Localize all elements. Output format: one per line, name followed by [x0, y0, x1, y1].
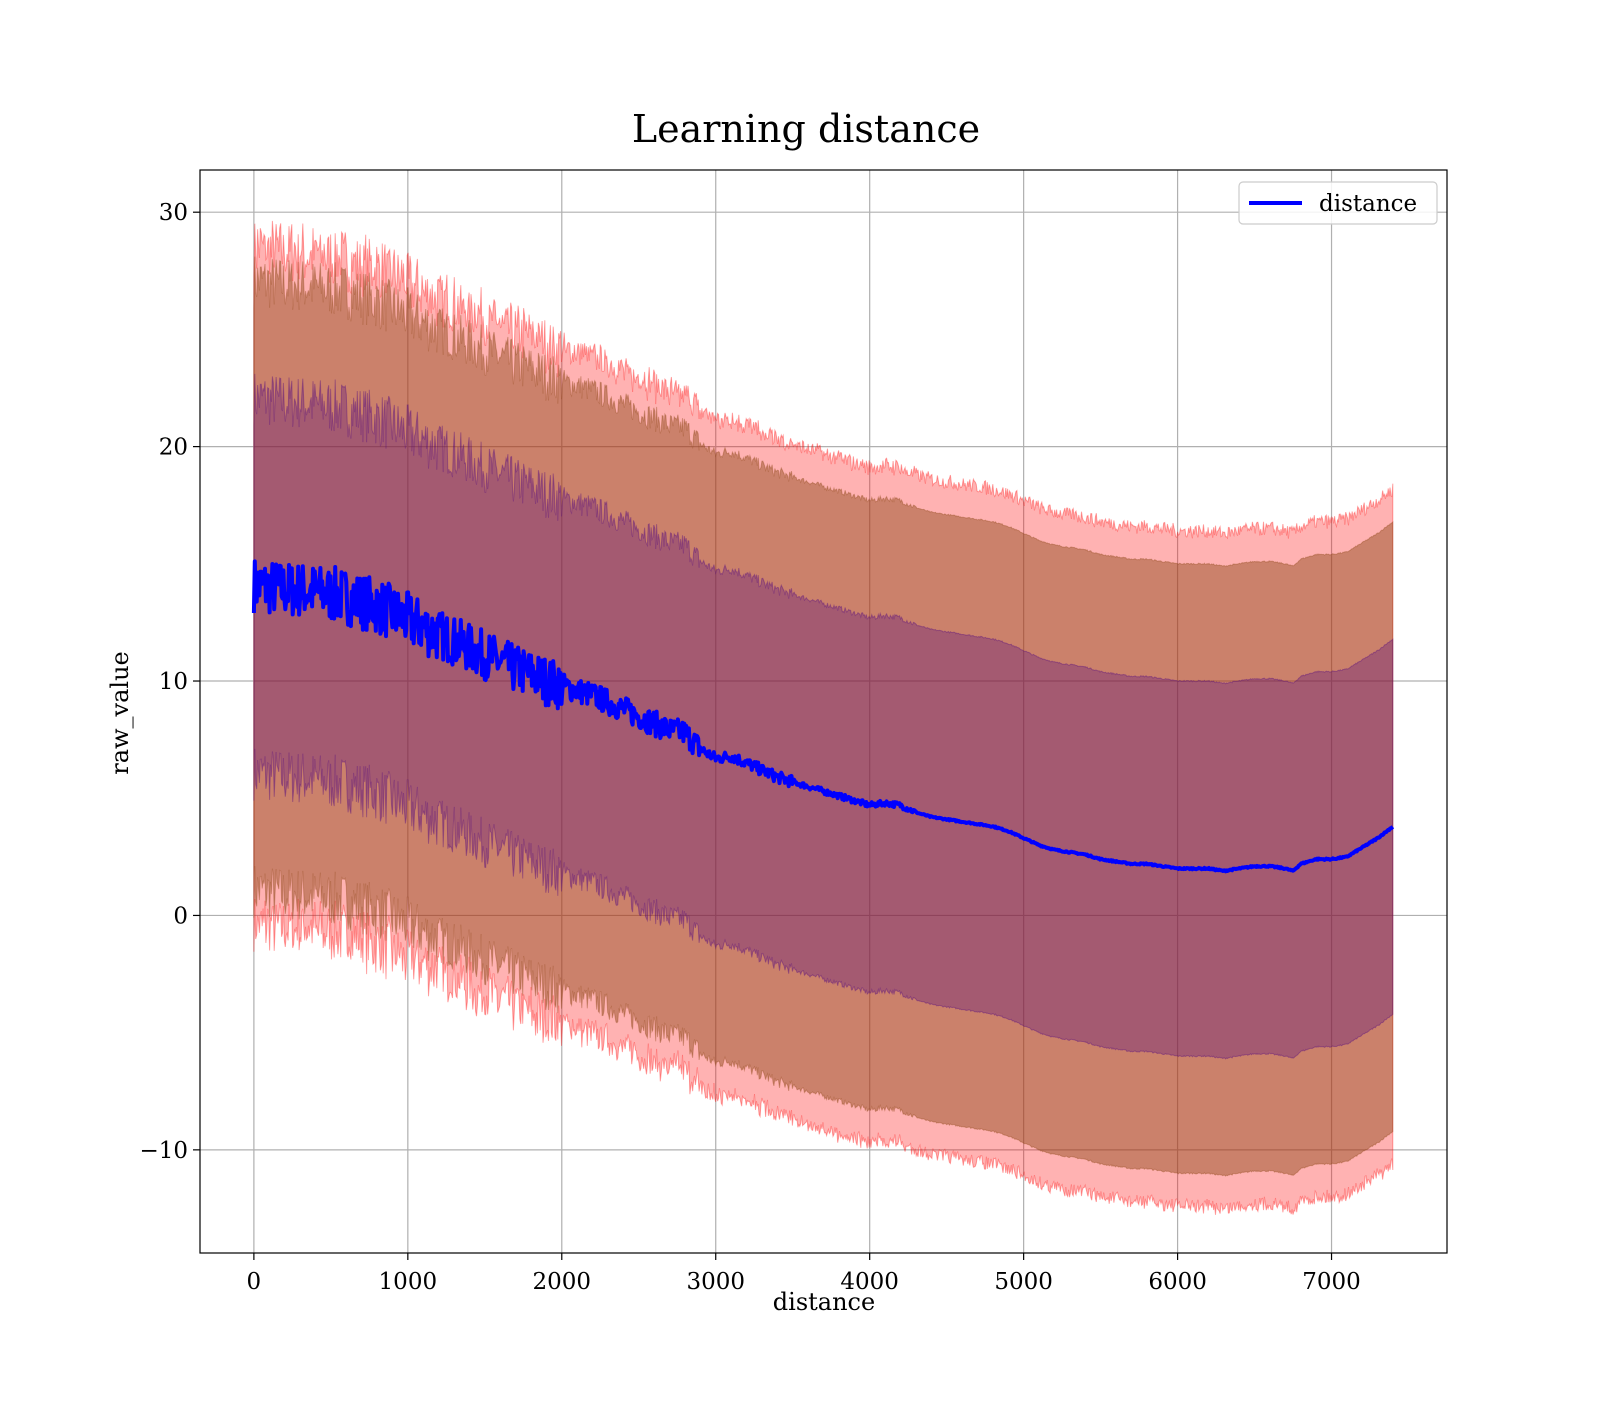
x-tick-label: 5000: [994, 1269, 1053, 1295]
legend-label-distance: distance: [1319, 191, 1417, 217]
y-tick-label: 30: [159, 200, 188, 226]
legend: distance: [1239, 182, 1437, 224]
x-axis-label: distance: [773, 1288, 875, 1316]
x-tick-label: 0: [247, 1269, 262, 1295]
y-tick-label: −10: [139, 1138, 188, 1164]
chart-title: Learning distance: [632, 107, 980, 151]
x-tick-label: 6000: [1148, 1269, 1207, 1295]
x-tick-label: 7000: [1302, 1269, 1361, 1295]
x-tick-label: 1000: [379, 1269, 438, 1295]
y-axis-label: raw_value: [106, 651, 134, 775]
confidence-bands: [254, 221, 1393, 1215]
x-tick-label: 2000: [533, 1269, 592, 1295]
y-axis-ticks: −10 0 10 20 30: [139, 200, 200, 1164]
x-tick-label: 3000: [686, 1269, 745, 1295]
y-tick-label: 20: [159, 435, 188, 461]
y-tick-label: 0: [173, 903, 188, 929]
y-tick-label: 10: [159, 669, 188, 695]
